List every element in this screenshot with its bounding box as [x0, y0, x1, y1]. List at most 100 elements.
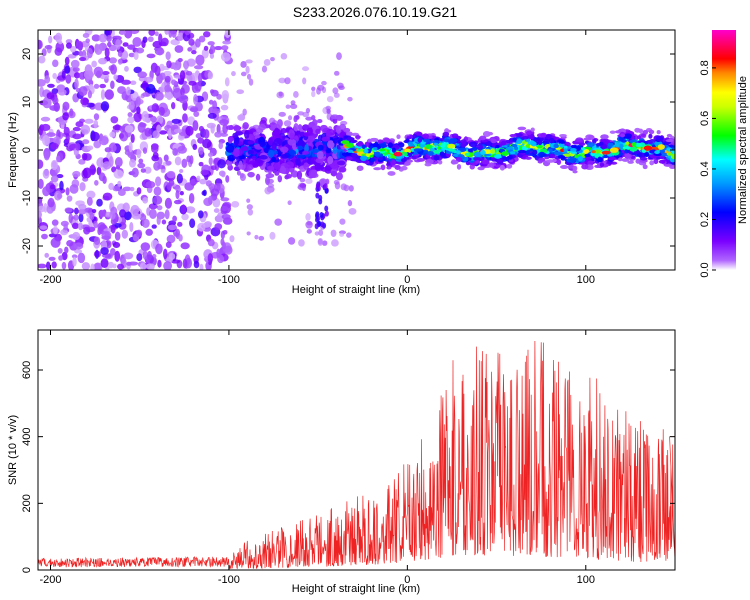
- spectrogram-cell: [271, 156, 277, 163]
- spectrogram-cell: [496, 158, 503, 164]
- spectrogram-cell: [442, 131, 450, 137]
- spectrogram-cell: [347, 200, 353, 207]
- spectrogram-cell: [517, 126, 527, 131]
- spectrogram-cell: [81, 262, 91, 270]
- spectrogram-cell: [348, 208, 357, 215]
- spectrogram-cell: [152, 130, 160, 139]
- spectrogram-cell: [299, 183, 307, 188]
- spectrogram-cell: [291, 143, 297, 150]
- spectrogram-cell: [207, 238, 215, 247]
- spectrogram-cell: [57, 193, 63, 199]
- spectrogram-cell: [119, 30, 126, 35]
- spectrogram-cell: [339, 151, 344, 159]
- spectrogram-cell: [638, 128, 644, 134]
- spectrogram-cell: [545, 133, 552, 139]
- spectrogram-cell: [171, 79, 177, 86]
- spectrogram-cell: [315, 216, 320, 223]
- spectrogram-cell: [135, 47, 145, 54]
- spectrogram-cell: [222, 123, 228, 134]
- spectrogram-cell: [267, 149, 275, 158]
- spectrogram-cell: [81, 139, 90, 145]
- spectrogram-cell: [236, 170, 241, 176]
- spectrogram-cell: [330, 170, 338, 177]
- spectrogram-cell: [627, 160, 634, 164]
- spectrogram-cell: [203, 45, 209, 51]
- spectrogram-cell: [417, 158, 426, 162]
- spectrogram-cell: [93, 66, 104, 77]
- spectrogram-cell: [490, 148, 496, 155]
- spectrogram-cell: [195, 54, 205, 66]
- spectrogram-cell: [598, 141, 604, 146]
- spectrogram-cell: [505, 139, 512, 144]
- spectrogram-x-label: Height of straight line (km): [292, 284, 420, 296]
- spectrogram-cell: [71, 222, 79, 230]
- spectrogram-cell: [117, 86, 127, 94]
- spectrogram-cell: [617, 157, 623, 162]
- spectrogram-cell: [177, 58, 183, 63]
- spectrogram-cell: [314, 231, 320, 236]
- spectrogram-cell: [413, 148, 423, 152]
- spectrogram-cell: [42, 186, 51, 197]
- spectrogram-cell: [347, 149, 354, 153]
- spectrogram-cell: [136, 148, 142, 159]
- spectrogram-cell: [187, 47, 192, 52]
- spectrogram-cell: [98, 136, 109, 146]
- spectrogram-cell: [166, 182, 172, 191]
- spectrogram-cell: [583, 156, 592, 160]
- spectrogram-cell: [343, 127, 351, 133]
- spectrogram-cell: [394, 165, 401, 170]
- spectrogram-cell: [78, 159, 86, 165]
- spectrogram-cell: [217, 159, 226, 169]
- spectrogram-cell: [665, 139, 674, 143]
- spectrogram-cell: [49, 105, 59, 111]
- spectrogram-cell: [203, 129, 210, 139]
- spectrogram-cell: [64, 56, 70, 66]
- spectrogram-cell: [104, 89, 114, 100]
- spectrogram-cell: [44, 75, 51, 84]
- spectrogram-cell: [578, 142, 586, 146]
- spectrogram-cell: [75, 40, 84, 49]
- spectrogram-cell: [199, 263, 204, 270]
- colorbar-label: Normalized spectral amplitude: [737, 76, 749, 224]
- spectrogram-cell: [40, 116, 51, 122]
- spectrogram-cell: [588, 135, 595, 140]
- spectrogram-cell: [265, 173, 275, 179]
- spectrogram-cell: [254, 234, 259, 240]
- spectrogram-cell: [516, 132, 523, 137]
- spectrogram-cell: [233, 124, 241, 132]
- spectrogram-cell: [207, 41, 215, 46]
- spectrogram-cell: [221, 241, 226, 250]
- spectrogram-cell: [189, 155, 194, 165]
- spectrogram-cell: [146, 53, 156, 59]
- spectrogram-cell: [122, 42, 129, 47]
- spectrogram-cell: [378, 148, 386, 152]
- spectrogram-cell: [177, 32, 184, 42]
- spectrogram-cell: [319, 124, 328, 132]
- spectrogram-cell: [324, 187, 329, 194]
- spectrogram-cell: [129, 221, 134, 232]
- spectrogram-cell: [113, 74, 118, 81]
- spectrogram-cell: [97, 227, 102, 236]
- spectrogram-cell: [312, 119, 318, 127]
- spectrogram-cell: [600, 134, 609, 140]
- spectrogram-cell: [648, 133, 653, 139]
- spectrogram-cell: [259, 141, 266, 148]
- spectrogram-cell: [38, 210, 42, 219]
- colorbar: 0.0 0.2 0.4 0.6 0.8 Normalized spectral ampl…: [699, 30, 749, 278]
- spectrogram-cell: [325, 129, 331, 139]
- spectrogram-cell: [77, 222, 84, 231]
- spectrogram-cell: [101, 235, 112, 240]
- spectrogram-cell: [224, 245, 233, 255]
- spectrogram-cell: [247, 208, 254, 216]
- spectrogram-cell: [93, 83, 100, 89]
- spectrogram-cell: [208, 152, 214, 158]
- spectrogram-cell: [302, 150, 310, 155]
- spectrogram-cell: [52, 72, 58, 80]
- spectrogram-cell: [393, 151, 403, 157]
- spectrogram-cell: [202, 189, 207, 197]
- spectrogram-cell: [213, 208, 220, 214]
- spectrogram-cell: [41, 233, 48, 240]
- spectrogram-cell: [326, 108, 331, 114]
- spectrogram-cell: [154, 91, 164, 101]
